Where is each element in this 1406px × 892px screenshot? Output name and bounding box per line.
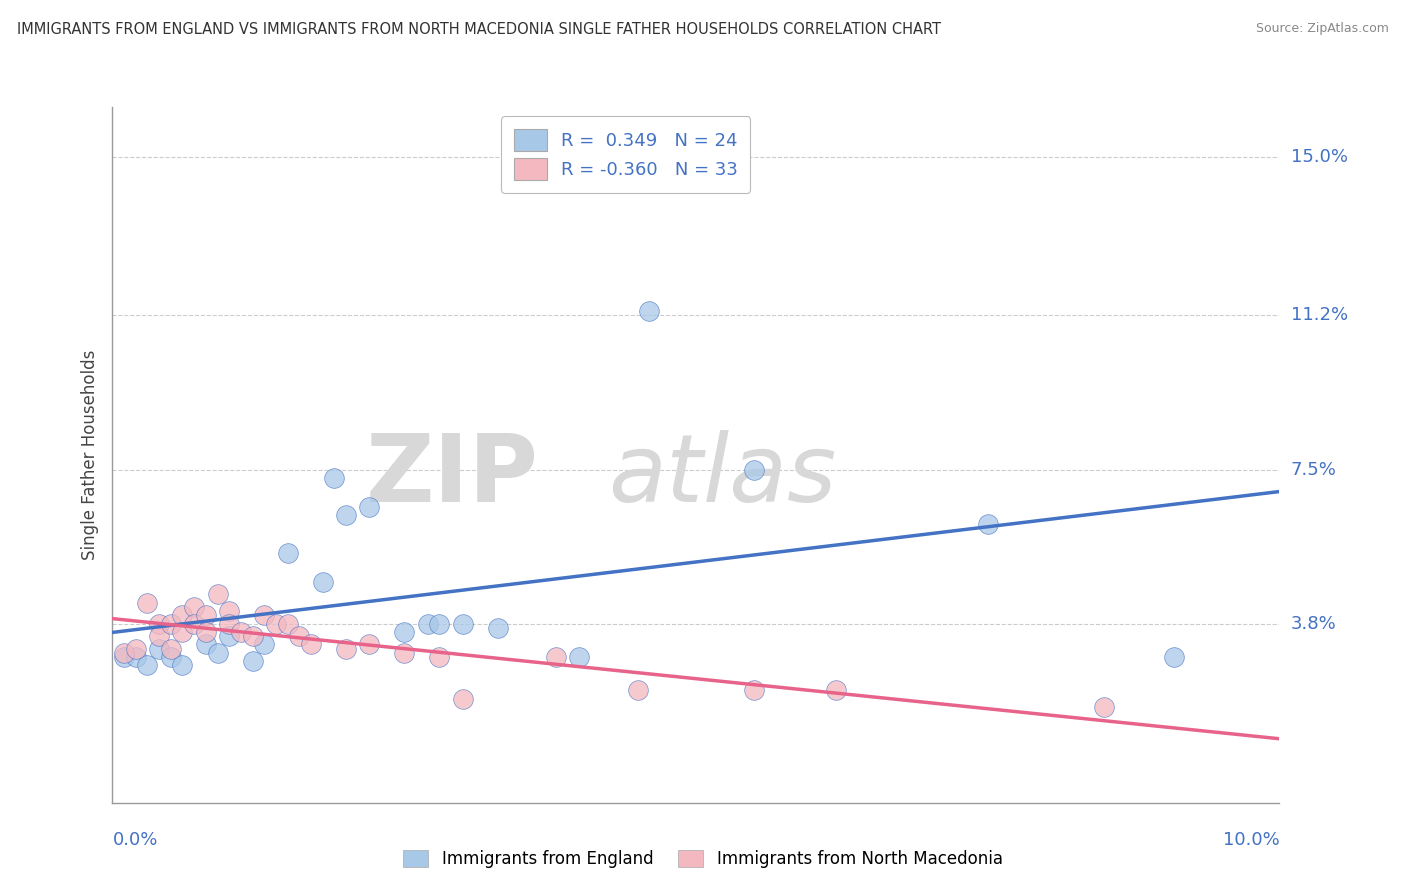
Point <box>1163 650 1185 665</box>
Text: 7.5%: 7.5% <box>1291 460 1337 478</box>
Point <box>218 604 240 618</box>
Text: atlas: atlas <box>607 430 837 521</box>
Point <box>148 641 170 656</box>
Point <box>742 462 765 476</box>
Point <box>207 587 229 601</box>
Point <box>638 304 661 318</box>
Point <box>207 646 229 660</box>
Text: 10.0%: 10.0% <box>1223 830 1279 848</box>
Legend: Immigrants from England, Immigrants from North Macedonia: Immigrants from England, Immigrants from… <box>396 843 1010 875</box>
Point <box>242 654 264 668</box>
Text: IMMIGRANTS FROM ENGLAND VS IMMIGRANTS FROM NORTH MACEDONIA SINGLE FATHER HOUSEHO: IMMIGRANTS FROM ENGLAND VS IMMIGRANTS FR… <box>17 22 941 37</box>
Point <box>229 625 252 640</box>
Point <box>825 683 848 698</box>
Text: 11.2%: 11.2% <box>1291 306 1348 325</box>
Point <box>276 616 298 631</box>
Point <box>323 471 346 485</box>
Point <box>335 641 357 656</box>
Point <box>194 608 217 623</box>
Point <box>359 500 381 514</box>
Legend: R =  0.349   N = 24, R = -0.360   N = 33: R = 0.349 N = 24, R = -0.360 N = 33 <box>502 116 751 193</box>
Point <box>264 616 287 631</box>
Text: Source: ZipAtlas.com: Source: ZipAtlas.com <box>1256 22 1389 36</box>
Point <box>160 650 183 665</box>
Point <box>125 641 148 656</box>
Point <box>451 691 474 706</box>
Point <box>172 608 194 623</box>
Point <box>125 650 148 665</box>
Point <box>160 616 183 631</box>
Point <box>568 650 591 665</box>
Text: 3.8%: 3.8% <box>1291 615 1336 632</box>
Point <box>427 616 450 631</box>
Point <box>359 638 381 652</box>
Point <box>148 616 170 631</box>
Point <box>742 683 765 698</box>
Y-axis label: Single Father Households: Single Father Households <box>80 350 98 560</box>
Point <box>299 638 322 652</box>
Point <box>112 646 135 660</box>
Point <box>183 599 205 614</box>
Point <box>427 650 450 665</box>
Point <box>253 608 276 623</box>
Point <box>194 625 217 640</box>
Point <box>112 650 135 665</box>
Point <box>194 638 217 652</box>
Text: ZIP: ZIP <box>366 430 538 522</box>
Point <box>486 621 509 635</box>
Point <box>1094 700 1116 714</box>
Point <box>311 574 333 589</box>
Point <box>172 658 194 673</box>
Point <box>242 629 264 643</box>
Point <box>172 625 194 640</box>
Text: 0.0%: 0.0% <box>112 830 157 848</box>
Text: 15.0%: 15.0% <box>1291 148 1347 166</box>
Point <box>627 683 650 698</box>
Point <box>544 650 567 665</box>
Point <box>288 629 311 643</box>
Point <box>160 641 183 656</box>
Point <box>218 616 240 631</box>
Point <box>416 616 439 631</box>
Point <box>183 616 205 631</box>
Point <box>451 616 474 631</box>
Point <box>394 646 416 660</box>
Point <box>253 638 276 652</box>
Point <box>976 516 998 531</box>
Point <box>335 508 357 523</box>
Point <box>394 625 416 640</box>
Point <box>148 629 170 643</box>
Point <box>136 658 159 673</box>
Point <box>136 596 159 610</box>
Point <box>276 546 298 560</box>
Point <box>218 629 240 643</box>
